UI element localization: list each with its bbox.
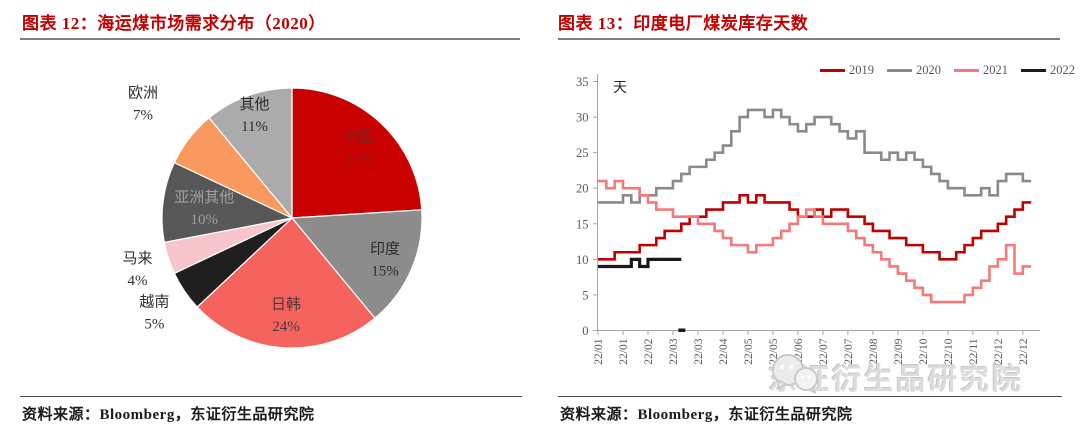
figure-12-title-rule bbox=[20, 38, 520, 40]
legend-label-2020: 2020 bbox=[916, 63, 941, 77]
x-tick-label: 22/07 bbox=[843, 338, 855, 364]
x-tick-label: 22/12 bbox=[1018, 338, 1030, 364]
legend-item-2019: 2019 bbox=[820, 63, 874, 78]
line-chart-legend: 2019 2020 2021 2022 bbox=[790, 63, 1075, 78]
pie-slice-5 bbox=[161, 161, 294, 244]
y-tick-label: 10 bbox=[576, 253, 589, 267]
pie-label-5: 亚洲其他 10% bbox=[174, 189, 234, 228]
pie-label-0: 中国 24% bbox=[344, 129, 374, 168]
pie-label-3: 越南 5% bbox=[139, 294, 169, 333]
pie-slice-0 bbox=[291, 87, 423, 219]
y-tick-label: 15 bbox=[576, 217, 589, 231]
y-tick-label: 25 bbox=[576, 146, 589, 160]
pie-slice-1 bbox=[290, 209, 423, 320]
figure-13-source-rule bbox=[558, 396, 1062, 397]
legend-swatch-2020 bbox=[887, 68, 912, 73]
figure-12-title: 图表 12：海运煤市场需求分布（2020） bbox=[22, 14, 326, 33]
legend-label-2022: 2022 bbox=[1050, 63, 1075, 77]
india-coal-inventory-line-chart: 0 5 10 15 20 25 30 35 22/01 22/01 22/02 22/03 22/03 2… bbox=[576, 74, 1040, 365]
x-tick-label: 22/01 bbox=[618, 338, 630, 364]
x-tick-label: 22/05 bbox=[743, 338, 755, 364]
x-tick-label: 22/06 bbox=[793, 338, 805, 364]
x-tick-label: 22/04 bbox=[718, 338, 730, 364]
legend-item-2020: 2020 bbox=[887, 63, 941, 78]
series-line-2021 bbox=[598, 179, 1032, 304]
x-tick-label: 22/05 bbox=[768, 338, 780, 364]
seaborne-coal-pie-chart: 中国 24% 印度 15% 日韩 24% 越南 5% 马来 4% 亚洲其他 10% 欧洲 7% 其他 11% bbox=[122, 84, 423, 349]
figure-13-source: 资料来源：Bloomberg，东证衍生品研究院 bbox=[560, 407, 853, 423]
legend-swatch-2019 bbox=[820, 68, 845, 73]
figure-12-source-rule bbox=[20, 396, 522, 397]
legend-item-2022: 2022 bbox=[1021, 63, 1075, 78]
legend-label-2019: 2019 bbox=[849, 63, 874, 77]
x-tick-label: 22/12 bbox=[993, 338, 1005, 364]
pie-label-4: 马来 4% bbox=[122, 250, 152, 289]
y-tick-label: 35 bbox=[576, 75, 589, 89]
y-tick-label: 30 bbox=[576, 111, 589, 125]
legend-swatch-2021 bbox=[954, 68, 979, 73]
x-tick-label: 22/08 bbox=[868, 338, 880, 364]
series-line-2020 bbox=[598, 108, 1032, 204]
pie-label-7: 其他 11% bbox=[240, 96, 270, 135]
series-line-2019 bbox=[598, 194, 1032, 261]
figure-13-panel: 图表 13：印度电厂煤炭库存天数 2019 2020 2021 2022 0 5 10 15… bbox=[540, 0, 1080, 436]
x-tick-label: 22/10 bbox=[918, 338, 930, 364]
legend-swatch-2022 bbox=[1021, 68, 1046, 73]
x-tick-label: 22/09 bbox=[893, 338, 905, 364]
y-axis-unit-label: 天 bbox=[613, 81, 627, 96]
x-tick-label: 22/02 bbox=[643, 338, 655, 364]
x-tick-label: 22/03 bbox=[668, 338, 680, 364]
pie-label-2: 日韩 24% bbox=[271, 296, 301, 335]
x-tick-label: 22/10 bbox=[943, 338, 955, 364]
y-tick-label: 0 bbox=[582, 324, 588, 338]
series-line-2022 bbox=[598, 257, 682, 269]
figure-12-source: 资料来源：Bloomberg，东证衍生品研究院 bbox=[22, 407, 315, 423]
figure-13-title-rule bbox=[558, 38, 1060, 40]
x-tick-label: 22/11 bbox=[968, 338, 980, 364]
figure-13-title: 图表 13：印度电厂煤炭库存天数 bbox=[558, 14, 809, 33]
stray-data-point-2022 bbox=[678, 328, 686, 332]
y-tick-label: 20 bbox=[576, 182, 589, 196]
legend-item-2021: 2021 bbox=[954, 63, 1008, 78]
pie-slice-7 bbox=[208, 87, 293, 220]
x-tick-label: 22/03 bbox=[693, 338, 705, 364]
x-tick-label: 22/01 bbox=[593, 338, 605, 364]
pie-label-6: 欧洲 7% bbox=[128, 84, 158, 123]
x-tick-label: 22/07 bbox=[818, 338, 830, 364]
y-tick-label: 5 bbox=[582, 288, 588, 302]
figure-12-panel: 图表 12：海运煤市场需求分布（2020） 中国 24% 印度 15% 日韩 24% 越南 5… bbox=[20, 14, 522, 423]
legend-label-2021: 2021 bbox=[983, 63, 1008, 77]
pie-slice-2 bbox=[196, 217, 376, 349]
pie-label-1: 印度 15% bbox=[370, 240, 400, 279]
